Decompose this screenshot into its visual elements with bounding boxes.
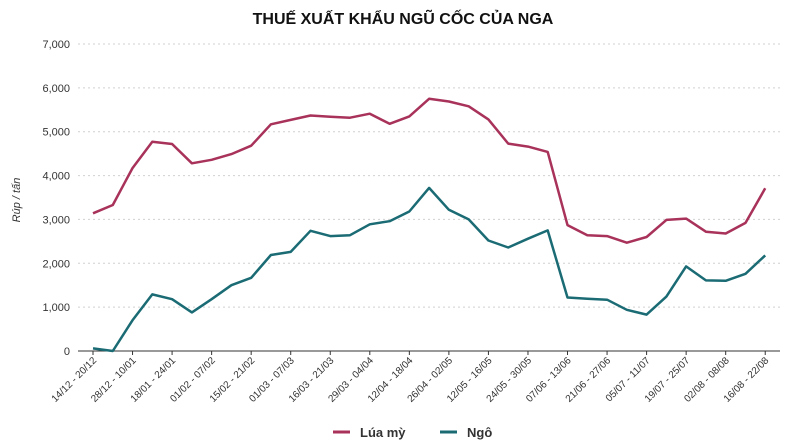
y-tick-label: 1,000 <box>42 302 70 314</box>
y-axis-label: Rúp / tấn <box>11 178 23 223</box>
chart-title: THUẾ XUẤT KHẨU NGŨ CỐC CỦA NGA <box>253 8 554 28</box>
y-tick-label: 0 <box>64 346 70 358</box>
grid-lines <box>78 43 780 352</box>
legend: Lúa mỳ Ngô <box>333 425 492 440</box>
y-tick-label: 5,000 <box>42 127 70 139</box>
y-tick-label: 3,000 <box>42 214 70 226</box>
y-tick-label: 4,000 <box>42 171 70 183</box>
series-lines <box>92 97 767 353</box>
y-tick-label: 7,000 <box>42 39 70 51</box>
y-tick-labels: 0 1,000 2,000 3,000 4,000 5,000 6,000 7,000 <box>42 39 70 358</box>
legend-label-lua-my: Lúa mỳ <box>360 425 406 440</box>
y-tick-label: 2,000 <box>42 258 70 270</box>
series-line-lua-my <box>92 97 767 244</box>
y-tick-label: 6,000 <box>42 83 70 95</box>
legend-label-ngo: Ngô <box>467 425 492 440</box>
series-line-ngo <box>92 186 767 353</box>
